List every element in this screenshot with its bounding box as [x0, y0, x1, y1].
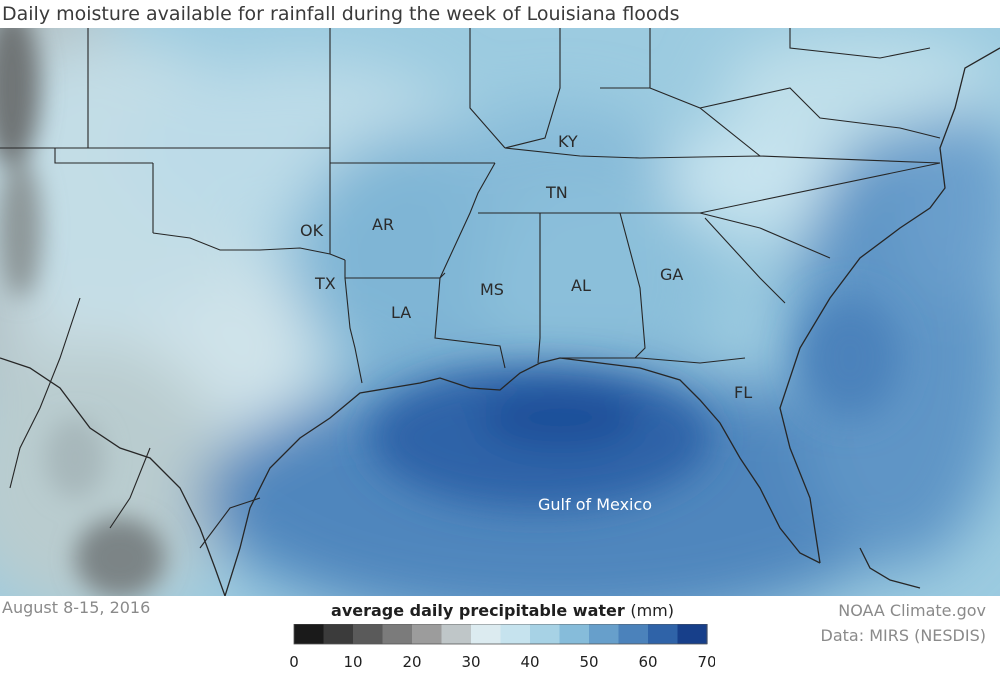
state-label: LA: [391, 303, 411, 322]
map-canvas: KY TN OK AR TX LA MS AL GA FL Gulf of Me…: [0, 28, 1000, 596]
state-label: AR: [372, 215, 394, 234]
legend-tick-label: 60: [638, 653, 657, 671]
legend-swatch: [441, 624, 472, 644]
state-boundaries: [0, 28, 941, 549]
credits: NOAA Climate.gov Data: MIRS (NESDIS): [821, 598, 986, 648]
coastline: [0, 47, 1000, 596]
legend-unit: (mm): [630, 601, 674, 620]
map-title: Daily moisture available for rainfall du…: [2, 3, 680, 25]
legend-swatch: [648, 624, 679, 644]
state-label: FL: [734, 383, 752, 402]
state-labels: KY TN OK AR TX LA MS AL GA FL: [300, 132, 752, 402]
state-label: OK: [300, 221, 324, 240]
legend-border: [293, 624, 708, 645]
color-scale: 0 10 20 30 40 50 60 70: [290, 624, 715, 671]
legend-tick-label: 20: [402, 653, 421, 671]
gulf-of-mexico-label: Gulf of Mexico: [538, 495, 652, 514]
date-range: August 8-15, 2016: [2, 598, 151, 617]
legend-swatch: [500, 624, 531, 644]
state-label: GA: [660, 265, 683, 284]
legend-tick-label: 30: [461, 653, 480, 671]
legend-swatch: [559, 624, 590, 644]
legend-tick-label: 40: [520, 653, 539, 671]
state-label: KY: [558, 132, 578, 151]
legend-swatch: [323, 624, 354, 644]
legend-swatch: [382, 624, 413, 644]
legend-title: average daily precipitable water (mm): [290, 600, 715, 624]
legend-swatch: [412, 624, 443, 644]
legend-tick-label: 0: [290, 653, 299, 671]
state-label: TX: [314, 274, 336, 293]
data-source: Data: MIRS (NESDIS): [820, 626, 986, 645]
precipitable-water-map: KY TN OK AR TX LA MS AL GA FL Gulf of Me…: [0, 28, 1000, 596]
state-label: TN: [545, 183, 568, 202]
legend-swatch: [677, 624, 708, 644]
state-label: AL: [571, 276, 591, 295]
legend-title-text: average daily precipitable water: [331, 601, 625, 620]
legend-swatch: [471, 624, 502, 644]
legend-swatch: [618, 624, 649, 644]
legend-tick-label: 70: [697, 653, 715, 671]
legend-tick-label: 50: [579, 653, 598, 671]
legend-swatch: [353, 624, 384, 644]
moisture-core: [370, 298, 900, 508]
state-label: MS: [480, 280, 504, 299]
legend: average daily precipitable water (mm) 0 1…: [290, 600, 715, 673]
legend-swatch: [589, 624, 620, 644]
legend-tick-label: 10: [343, 653, 362, 671]
dry-patches: [0, 28, 165, 596]
credit-line: NOAA Climate.gov: [838, 601, 986, 620]
legend-swatch: [294, 624, 325, 644]
legend-swatch: [530, 624, 561, 644]
